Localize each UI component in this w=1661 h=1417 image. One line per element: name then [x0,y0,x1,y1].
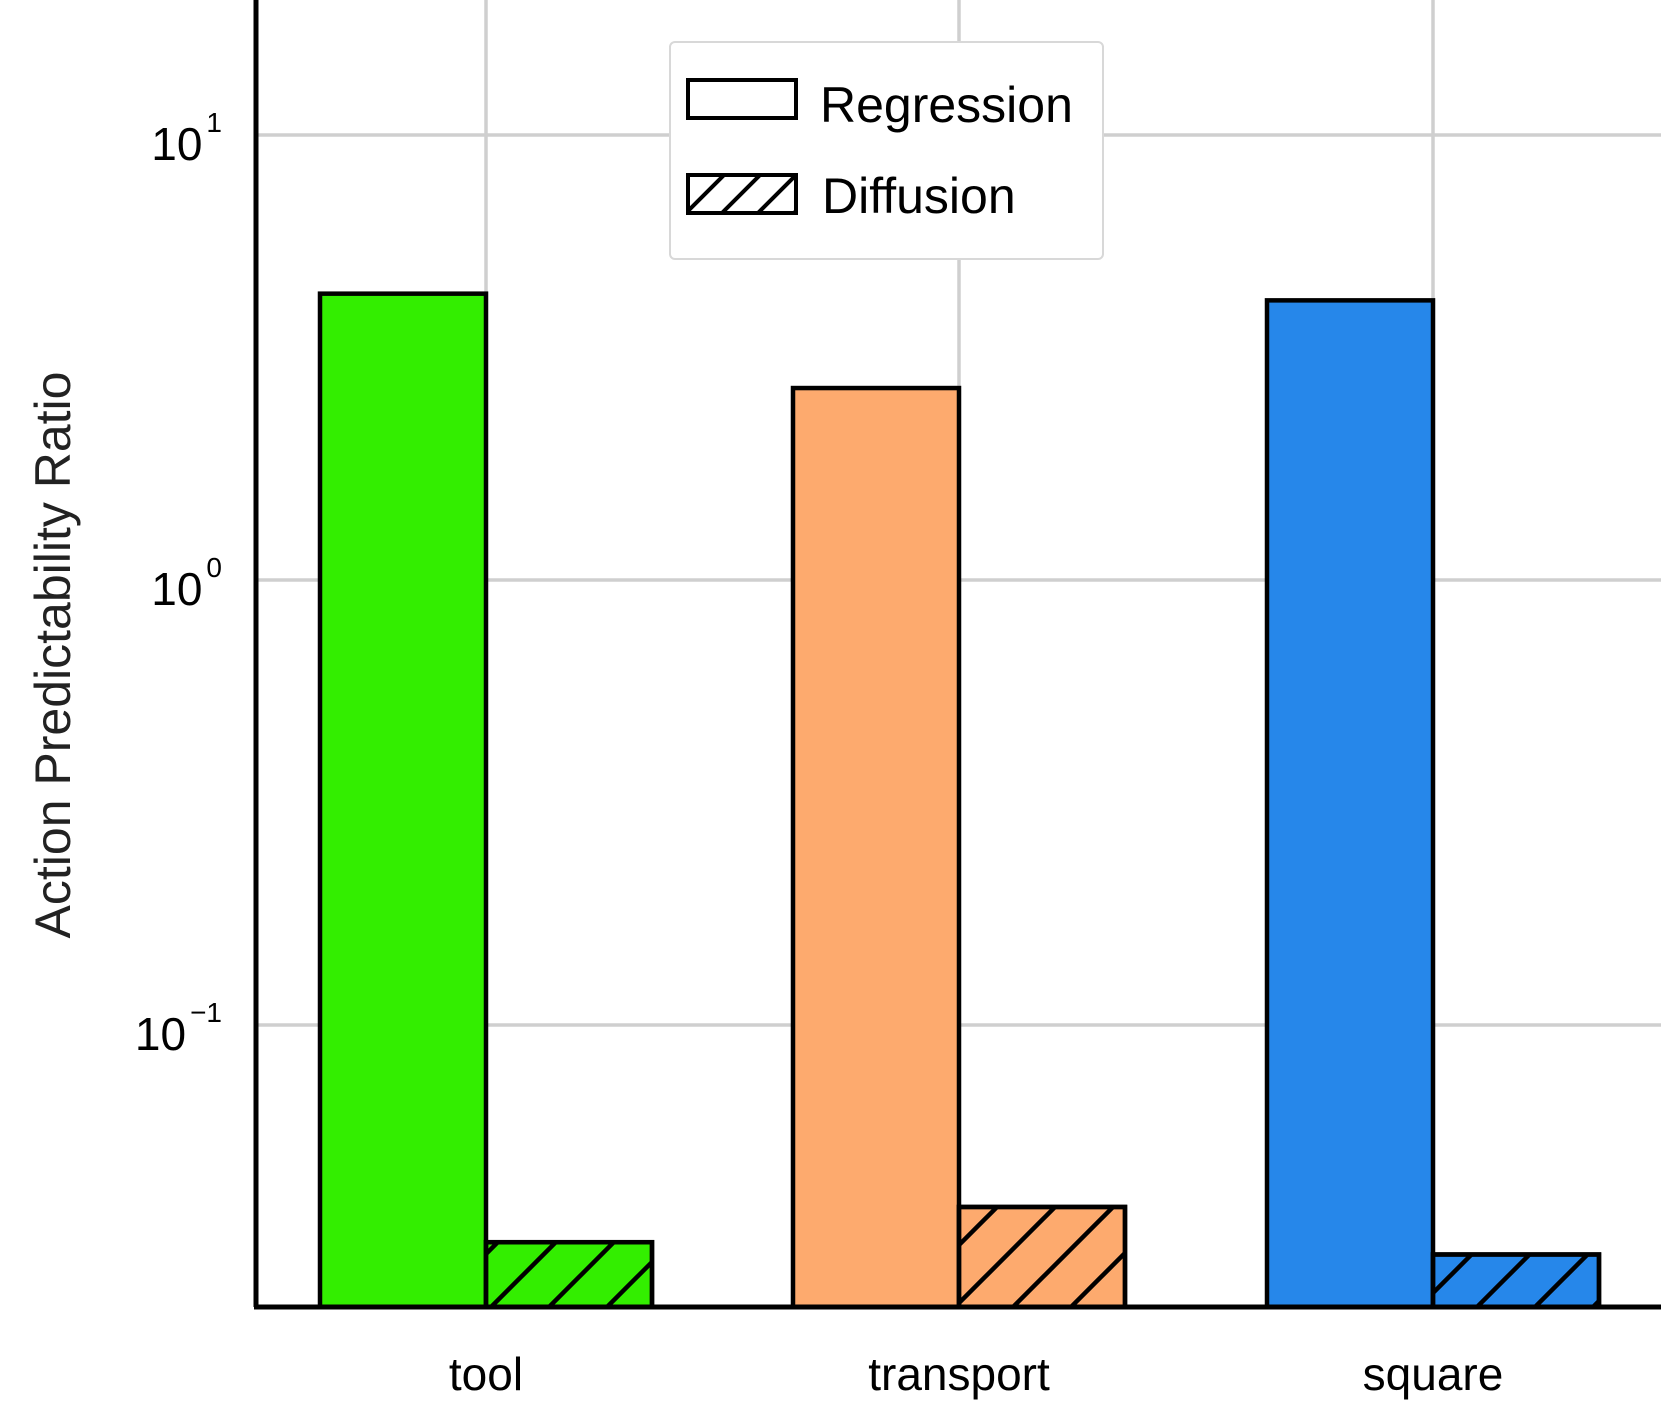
x-tick-label-square: square [1363,1348,1504,1400]
legend-box [669,41,1104,260]
legend-label-regression: Regression [820,77,1073,133]
bar-regression-square [1264,298,1436,1310]
axes [253,0,1661,1310]
x-tick-label-transport: transport [868,1348,1050,1400]
legend-swatch-diffusion [686,173,798,215]
bar-hatch-square [1430,1252,1602,1310]
bars [317,291,1602,1310]
legend-label-diffusion: Diffusion [822,168,1016,224]
legend-swatch-regression [686,78,798,120]
y-tick-label: 10 0 [151,552,222,615]
bar-hatch-tool [483,1239,655,1310]
bar-hatch-transport [956,1204,1128,1310]
x-tick-labels: tool transport square [449,1348,1503,1400]
bar-regression-transport [790,385,962,1310]
y-tick-label: 10 −1 [135,997,222,1060]
legend: Regression Diffusion [669,41,1104,260]
x-tick-label-tool: tool [449,1348,523,1400]
y-axis-title: Action Predictability Ratio [25,372,81,939]
y-tick-label: 10 1 [151,107,222,170]
bar-regression-tool [317,291,489,1310]
